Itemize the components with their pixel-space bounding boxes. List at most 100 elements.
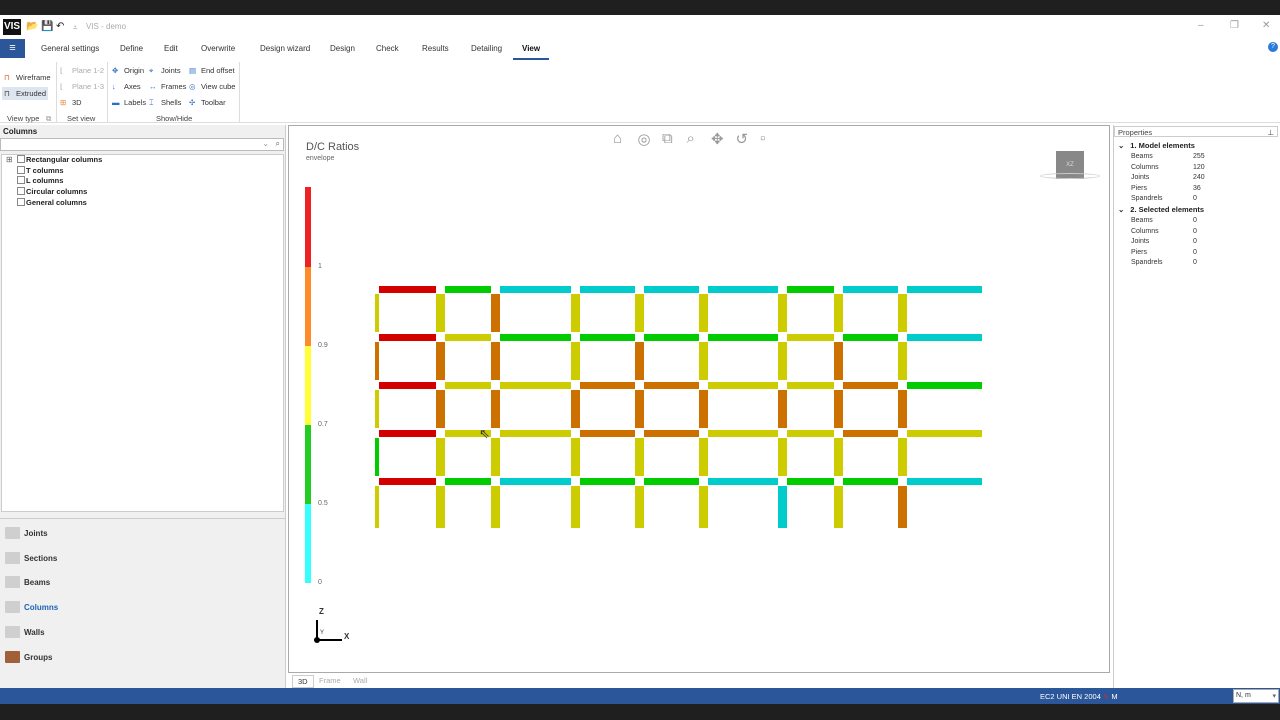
beam[interactable] — [580, 286, 635, 293]
beam[interactable] — [500, 286, 571, 293]
search-input[interactable]: ⌄ ⌕ — [0, 138, 284, 151]
column[interactable] — [778, 438, 787, 476]
save-icon[interactable]: 💾 — [41, 21, 54, 32]
tree-item[interactable]: Rectangular columns — [17, 155, 102, 164]
column[interactable] — [778, 390, 787, 428]
checkbox[interactable] — [17, 176, 25, 185]
nav-beams[interactable]: Beams — [5, 576, 50, 589]
column[interactable] — [834, 438, 843, 476]
beam[interactable] — [787, 286, 834, 293]
zoom-window-icon[interactable]: ⧉ — [662, 130, 673, 147]
nav-columns[interactable]: Columns — [5, 601, 58, 614]
orbit-icon[interactable]: ◎ — [637, 131, 651, 148]
column[interactable] — [491, 294, 500, 332]
beam[interactable] — [907, 286, 982, 293]
beam[interactable] — [580, 430, 635, 437]
beam[interactable] — [580, 334, 635, 341]
chevron-down-icon[interactable]: ⌄ — [262, 139, 269, 148]
column[interactable] — [436, 486, 445, 528]
beam[interactable] — [644, 382, 699, 389]
column[interactable] — [834, 294, 843, 332]
tab-check[interactable]: Check — [376, 44, 399, 53]
column[interactable] — [375, 438, 379, 476]
axes-toggle[interactable]: ↓ Axes — [112, 82, 141, 91]
property-section[interactable]: ⌄ 2. Selected elements — [1118, 205, 1205, 214]
end-offset-toggle[interactable]: ▤ End offset — [189, 66, 235, 75]
column[interactable] — [699, 390, 708, 428]
close-button[interactable]: ✕ — [1262, 20, 1271, 31]
beam[interactable] — [787, 478, 834, 485]
folder-open-icon[interactable]: 📂 — [26, 21, 39, 32]
beam[interactable] — [843, 382, 898, 389]
tab-define[interactable]: Define — [120, 44, 144, 53]
beam[interactable] — [907, 334, 982, 341]
column[interactable] — [375, 486, 379, 528]
joints-toggle[interactable]: ⌖ Joints — [149, 66, 181, 75]
column[interactable] — [571, 390, 580, 428]
column[interactable] — [635, 390, 644, 428]
origin-toggle[interactable]: ✥ Origin — [112, 66, 145, 75]
extruded-button[interactable]: ⊓ Extruded — [2, 87, 49, 100]
plane-1-3-button[interactable]: ⌊ Plane 1-3 — [60, 82, 105, 91]
tab-detailing[interactable]: Detailing — [471, 44, 503, 53]
frames-toggle[interactable]: ↔ Frames — [149, 82, 187, 91]
beam[interactable] — [843, 334, 898, 341]
tab-design-wizard[interactable]: Design wizard — [260, 44, 311, 53]
layout-icon[interactable]: ▫ — [760, 130, 766, 147]
beam[interactable] — [379, 286, 436, 293]
beam[interactable] — [787, 334, 834, 341]
dialog-launcher-icon[interactable]: ⧉ — [46, 114, 52, 123]
beam[interactable] — [445, 478, 491, 485]
undo-icon[interactable]: ↶ — [56, 21, 65, 32]
column[interactable] — [436, 342, 445, 380]
tab-view[interactable]: View — [513, 44, 550, 60]
pan-icon[interactable]: ✥ — [711, 131, 724, 148]
nav-sections[interactable]: Sections — [5, 551, 57, 564]
view-tab-frame[interactable]: Frame — [319, 676, 341, 685]
beam[interactable] — [907, 430, 982, 437]
view-tab-3d[interactable]: 3D — [292, 675, 314, 688]
column[interactable] — [571, 342, 580, 380]
labels-toggle[interactable]: ▬ Labels — [112, 98, 147, 107]
column[interactable] — [699, 438, 708, 476]
beam[interactable] — [445, 382, 491, 389]
wireframe-button[interactable]: ⊓ Wireframe — [4, 73, 51, 82]
column[interactable] — [635, 294, 644, 332]
tree-item[interactable]: General columns — [17, 197, 87, 207]
beam[interactable] — [708, 334, 778, 341]
column[interactable] — [834, 342, 843, 380]
column[interactable] — [778, 294, 787, 332]
beam[interactable] — [644, 430, 699, 437]
column[interactable] — [699, 486, 708, 528]
tab-design[interactable]: Design — [330, 44, 355, 53]
shells-toggle[interactable]: ⌶ Shells — [149, 98, 182, 107]
beam[interactable] — [708, 286, 778, 293]
column[interactable] — [491, 342, 500, 380]
toolbar-toggle[interactable]: ✣ Toolbar — [189, 98, 226, 107]
column[interactable] — [778, 486, 787, 528]
zoom-icon[interactable]: ⌕ — [686, 130, 695, 147]
nav-groups[interactable]: Groups — [5, 650, 52, 663]
beam[interactable] — [644, 478, 699, 485]
beam[interactable] — [907, 382, 982, 389]
checkbox[interactable] — [17, 187, 25, 196]
column[interactable] — [635, 486, 644, 528]
column[interactable] — [898, 342, 907, 380]
help-icon[interactable]: ? — [1268, 42, 1278, 52]
column[interactable] — [375, 294, 379, 332]
column[interactable] — [491, 486, 500, 528]
customize-quick-access-icon[interactable]: ⩡ — [73, 23, 78, 32]
beam[interactable] — [644, 334, 699, 341]
column[interactable] — [571, 438, 580, 476]
tab-results[interactable]: Results — [422, 44, 449, 53]
search-icon[interactable]: ⌕ — [275, 139, 280, 148]
expand-icon[interactable]: ⊞ — [6, 155, 13, 164]
checkbox[interactable] — [17, 165, 25, 174]
beam[interactable] — [708, 382, 778, 389]
beam[interactable] — [379, 382, 436, 389]
beam[interactable] — [500, 430, 571, 437]
column[interactable] — [436, 294, 445, 332]
column[interactable] — [491, 390, 500, 428]
beam[interactable] — [445, 334, 491, 341]
tree-item[interactable]: Circular columns — [17, 187, 87, 196]
